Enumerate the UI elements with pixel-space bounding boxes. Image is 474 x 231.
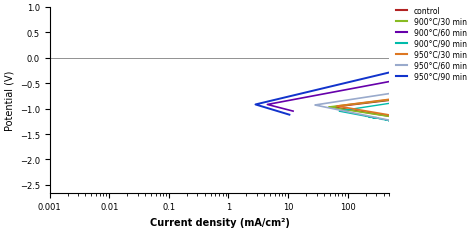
Legend: control, 900°C/30 min, 900°C/60 min, 900°C/90 min, 950°C/30 min, 950°C/60 min, 9: control, 900°C/30 min, 900°C/60 min, 900… bbox=[393, 4, 470, 84]
X-axis label: Current density (mA/cm²): Current density (mA/cm²) bbox=[150, 217, 290, 227]
Y-axis label: Potential (V): Potential (V) bbox=[4, 70, 14, 130]
